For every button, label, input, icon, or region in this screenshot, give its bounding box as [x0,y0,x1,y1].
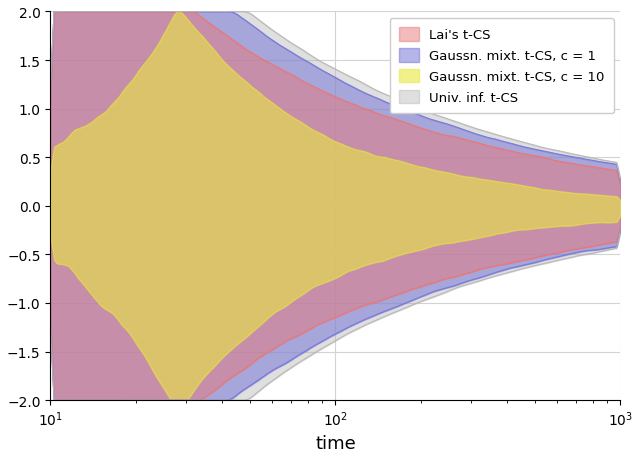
X-axis label: time: time [315,434,356,452]
Legend: Lai's t-CS, Gaussn. mixt. t-CS, c = 1, Gaussn. mixt. t-CS, c = 10, Univ. inf. t-: Lai's t-CS, Gaussn. mixt. t-CS, c = 1, G… [390,19,614,114]
